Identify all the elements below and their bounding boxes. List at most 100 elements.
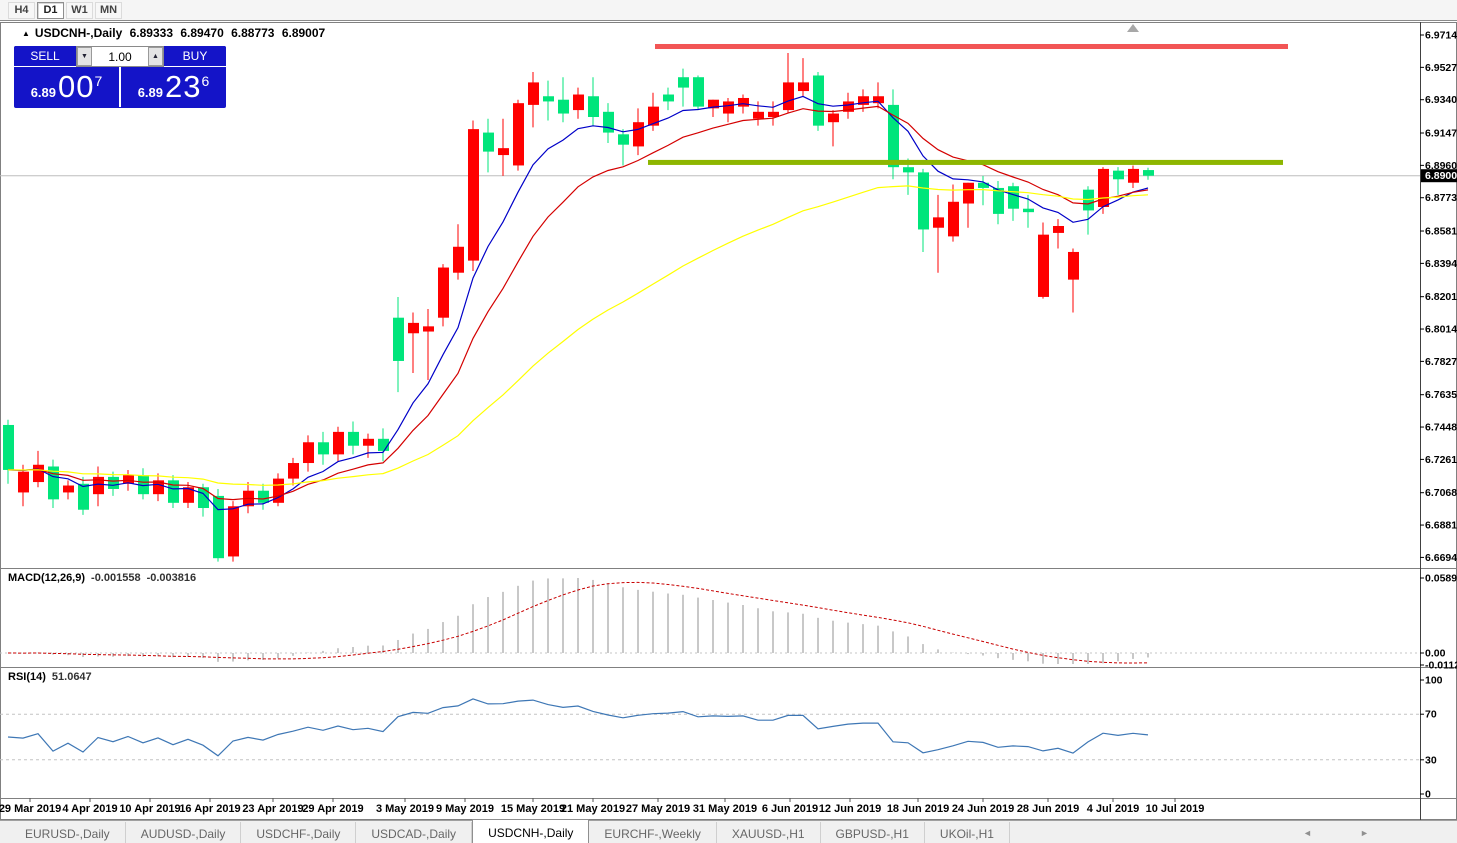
candle xyxy=(1038,234,1049,297)
date-axis-label: 24 Jun 2019 xyxy=(952,803,1014,815)
chart-tab-eurchfweekly[interactable]: EURCHF-,Weekly xyxy=(589,822,717,843)
price-axis-label: 6.95270 xyxy=(1425,62,1457,74)
candle xyxy=(858,96,869,105)
timeframe-button-mn[interactable]: MN xyxy=(95,1,122,19)
macd-name: MACD(12,26,9) xyxy=(8,572,86,584)
price-axis-label: 6.66945 xyxy=(1425,552,1457,564)
price-axis[interactable]: 6.97140 6.95270 6.93400 6.91475 6.89605 6.877… xyxy=(1420,30,1457,564)
candle xyxy=(1053,226,1064,233)
candle xyxy=(78,483,89,510)
chart-tab-eurusddaily[interactable]: EURUSD-,Daily xyxy=(10,822,126,843)
volume-decrease-icon[interactable]: ▼ xyxy=(77,47,92,66)
sell-button[interactable]: SELL xyxy=(14,46,76,67)
candle xyxy=(168,480,179,503)
date-axis-label: 12 Jun 2019 xyxy=(819,803,881,815)
chart-tab-gbpusdh1[interactable]: GBPUSD-,H1 xyxy=(821,822,925,843)
candle xyxy=(513,103,524,166)
tabs-scroll-left-icon[interactable]: ◄ xyxy=(1303,828,1312,838)
timeframe-button-h4[interactable]: H4 xyxy=(8,1,35,19)
date-axis-label: 4 Jul 2019 xyxy=(1087,803,1140,815)
chart-tab-audusddaily[interactable]: AUDUSD-,Daily xyxy=(126,822,242,843)
macd-signal-line xyxy=(7,581,1149,664)
chart-tab-ukoilh1[interactable]: UKOil-,H1 xyxy=(925,822,1010,843)
date-axis-label: 18 Jun 2019 xyxy=(887,803,949,815)
candle xyxy=(603,111,614,133)
candle xyxy=(798,82,809,92)
macd-signal-value: -0.003816 xyxy=(146,572,197,584)
candle xyxy=(723,101,734,114)
buy-price-small: 6.89 xyxy=(137,84,164,100)
symbol-marker-icon: ▲ xyxy=(22,29,30,38)
chart-shift-marker-icon xyxy=(1127,24,1139,32)
price-axis-label: 6.74480 xyxy=(1425,422,1457,434)
candle xyxy=(573,94,584,111)
candle xyxy=(693,77,704,107)
price-axis-label: 6.80145 xyxy=(1425,324,1457,336)
candle xyxy=(843,101,854,112)
candle xyxy=(1008,186,1019,209)
macd-axis-label: 0.00 xyxy=(1425,648,1446,660)
candle xyxy=(588,96,599,118)
price-axis-label: 6.68815 xyxy=(1425,520,1457,532)
chart-symbol-name: USDCNH-,Daily xyxy=(34,26,123,40)
candle xyxy=(3,424,14,470)
candle xyxy=(828,113,839,123)
candle xyxy=(48,466,59,500)
date-axis-label: 10 Jul 2019 xyxy=(1146,803,1205,815)
candle xyxy=(273,478,284,503)
candle xyxy=(1113,170,1124,180)
volume-input[interactable]: 1.00 xyxy=(108,49,132,64)
tabs-scroll-right-icon[interactable]: ► xyxy=(1360,828,1369,838)
candle xyxy=(303,442,314,464)
indicator-axis: 0.058954 0.00-0.01127 100 70 30 0 xyxy=(1420,573,1457,801)
candle xyxy=(783,82,794,111)
candle xyxy=(498,148,509,156)
ma-line-mid-red xyxy=(7,105,1149,501)
chart-tab-usdchfdaily[interactable]: USDCHF-,Daily xyxy=(241,822,357,843)
date-axis-label: 21 May 2019 xyxy=(561,803,625,815)
sell-price[interactable]: 6.89 00 7 xyxy=(14,67,121,107)
buy-button[interactable]: BUY xyxy=(164,46,226,67)
date-axis-label: 23 Apr 2019 xyxy=(242,803,303,815)
candle xyxy=(123,475,134,484)
candle xyxy=(318,442,329,455)
candle xyxy=(198,487,209,509)
candle xyxy=(258,490,269,503)
candles-layer xyxy=(3,52,1154,562)
candle xyxy=(438,267,449,318)
resistance-line-object xyxy=(655,43,1288,50)
chart-tab-xauusdh1[interactable]: XAUUSD-,H1 xyxy=(717,822,821,843)
candle xyxy=(228,506,239,557)
candle xyxy=(1068,251,1079,280)
volume-increase-icon[interactable]: ▲ xyxy=(148,47,163,66)
date-axis-label: 10 Apr 2019 xyxy=(119,803,180,815)
candle xyxy=(108,476,119,489)
candle xyxy=(423,326,434,332)
sell-price-sup: 7 xyxy=(94,73,103,89)
candle xyxy=(378,438,389,451)
price-axis-label: 6.70685 xyxy=(1425,487,1457,499)
candle xyxy=(363,438,374,446)
date-axis-label: 29 Apr 2019 xyxy=(302,803,363,815)
price-axis-label: 6.89605 xyxy=(1425,160,1457,172)
price-axis-label: 6.85810 xyxy=(1425,226,1457,238)
macd-main-value: -0.001558 xyxy=(91,572,141,584)
candle xyxy=(978,182,989,188)
candle xyxy=(333,431,344,455)
candle xyxy=(813,75,824,126)
price-axis-label: 6.78275 xyxy=(1425,356,1457,368)
buy-price[interactable]: 6.89 23 6 xyxy=(121,67,226,107)
chart-tab-bar: ◄ ► EURUSD-,Daily AUDUSD-,Daily USDCHF-,Da… xyxy=(0,819,1457,843)
support-line-object xyxy=(648,159,1283,165)
date-axis-label: 31 May 2019 xyxy=(693,803,757,815)
candle xyxy=(558,99,569,114)
timeframe-button-d1[interactable]: D1 xyxy=(37,1,64,19)
chart-tab-usdcnhdaily[interactable]: USDCNH-,Daily xyxy=(472,819,590,843)
chart-tab-usdcaddaily[interactable]: USDCAD-,Daily xyxy=(356,822,473,843)
timeframe-button-w1[interactable]: W1 xyxy=(66,1,93,19)
candle xyxy=(993,187,1004,214)
buy-price-sup: 6 xyxy=(201,73,210,89)
